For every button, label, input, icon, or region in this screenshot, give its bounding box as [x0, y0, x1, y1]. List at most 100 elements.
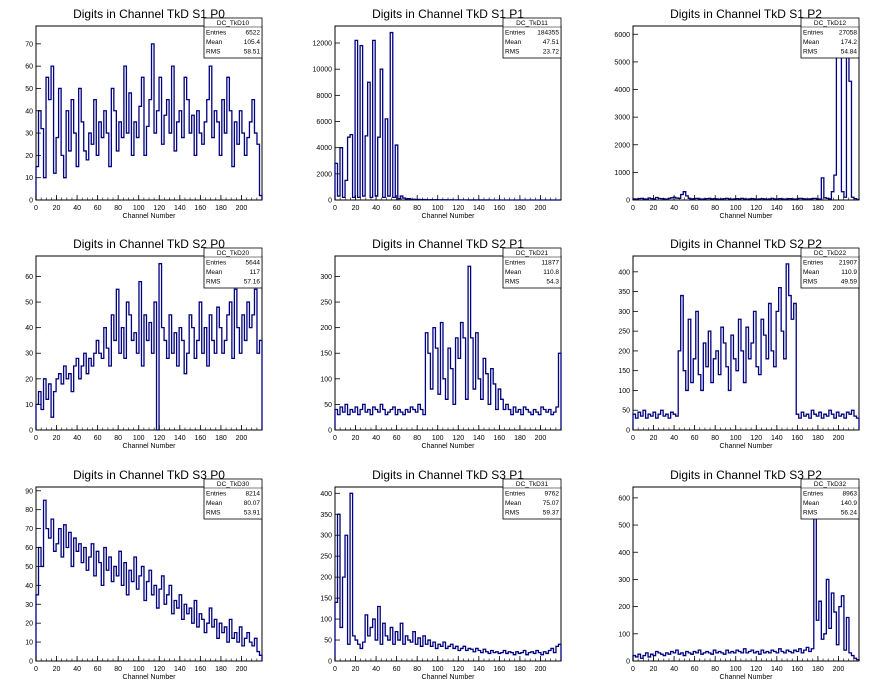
x-tick-label: 20	[650, 435, 658, 442]
x-tick-label: 180	[812, 435, 824, 442]
stats-box: DC_TkD21 Entries 11877 Mean 110.8 RMS 54.3	[502, 247, 562, 289]
stats-name: DC_TkD32	[814, 481, 847, 488]
histogram-panel: Digits in Channel TkD S3 P2 0 20 40 60 80 100 1…	[618, 468, 860, 681]
y-tick-label: 150	[618, 368, 630, 375]
x-tick-label: 100	[730, 666, 742, 673]
y-tick-label: 400	[618, 269, 630, 276]
x-tick-label: 40	[73, 435, 81, 442]
stats-value: 6522	[246, 30, 261, 37]
y-tick-label: 3000	[614, 115, 630, 122]
x-tick-label: 120	[153, 435, 165, 442]
x-tick-label: 180	[514, 435, 526, 442]
histogram-panel: Digits in Channel TkD S3 P1 0 20 40 60 80 100 1…	[320, 468, 562, 681]
stats-label: Entries	[505, 491, 526, 498]
stats-label: Entries	[505, 30, 526, 37]
stats-value: 21907	[839, 260, 857, 267]
x-tick-label: 0	[333, 435, 337, 442]
chart-title: Digits in Channel TkD S3 P1	[372, 468, 524, 482]
y-tick-label: 2000	[316, 171, 332, 178]
stats-value: 8214	[246, 491, 261, 498]
x-tick-label: 160	[792, 205, 804, 212]
x-tick-label: 160	[792, 666, 804, 673]
stats-label: Mean	[206, 500, 223, 507]
x-tick-label: 20	[352, 666, 360, 673]
x-tick-label: 40	[372, 666, 380, 673]
x-axis-label: Channel Number	[123, 674, 177, 681]
x-tick-label: 100	[133, 435, 145, 442]
stats-value: 117	[250, 269, 261, 276]
stats-value: 9762	[545, 491, 560, 498]
y-tick-label: 100	[320, 617, 332, 624]
histogram-series	[35, 499, 263, 661]
x-tick-label: 80	[413, 205, 421, 212]
y-tick-label: 0	[29, 198, 33, 205]
stats-box-frame	[800, 247, 860, 289]
x-tick-label: 200	[236, 666, 248, 673]
x-axis-label: Channel Number	[123, 443, 177, 450]
x-tick-label: 160	[494, 666, 506, 673]
y-tick-label: 12000	[313, 41, 333, 48]
stats-box-frame	[502, 17, 562, 59]
x-tick-label: 140	[174, 205, 186, 212]
y-tick-label: 400	[618, 550, 630, 557]
chart-title: Digits in Channel TkD S1 P1	[372, 7, 524, 21]
y-tick-label: 200	[618, 604, 630, 611]
histogram-series	[35, 43, 263, 200]
stats-label: Mean	[803, 500, 820, 507]
stats-box-frame	[502, 478, 562, 520]
x-tick-label: 100	[730, 205, 742, 212]
x-axis-label: Channel Number	[720, 443, 774, 450]
x-tick-label: 20	[53, 205, 61, 212]
y-tick-label: 60	[25, 64, 33, 71]
y-tick-label: 60	[25, 274, 33, 281]
stats-value: 184355	[537, 30, 559, 37]
x-tick-label: 0	[631, 435, 635, 442]
histogram-series	[632, 497, 860, 661]
stats-value: 23.72	[543, 49, 560, 56]
y-tick-label: 500	[618, 523, 630, 530]
stats-value: 110.9	[841, 269, 857, 276]
chart-title: Digits in Channel TkD S1 P2	[670, 7, 822, 21]
y-tick-label: 150	[320, 596, 332, 603]
x-tick-label: 80	[711, 435, 719, 442]
stats-box: DC_TkD10 Entries 6522 Mean 105.4 RMS 58.51	[203, 17, 263, 59]
x-tick-label: 100	[432, 205, 444, 212]
y-tick-label: 100	[618, 388, 630, 395]
stats-value: 174.2	[841, 39, 858, 46]
x-tick-label: 140	[174, 435, 186, 442]
stats-value: 140.9	[841, 500, 858, 507]
x-tick-label: 160	[195, 205, 207, 212]
chart-title: Digits in Channel TkD S3 P0	[73, 468, 225, 482]
x-tick-label: 200	[236, 205, 248, 212]
y-tick-label: 6000	[316, 119, 332, 126]
histogram-series	[334, 492, 562, 661]
x-tick-label: 20	[650, 205, 658, 212]
stats-value: 47.51	[543, 39, 560, 46]
x-tick-label: 100	[730, 435, 742, 442]
stats-label: RMS	[206, 279, 221, 286]
x-tick-label: 60	[94, 666, 102, 673]
x-tick-label: 0	[333, 666, 337, 673]
y-tick-label: 250	[618, 329, 630, 336]
x-tick-label: 60	[691, 435, 699, 442]
y-tick-label: 600	[618, 495, 630, 502]
stats-name: DC_TkD10	[217, 20, 250, 27]
stats-label: Entries	[206, 491, 227, 498]
y-tick-label: 200	[320, 325, 332, 332]
y-tick-label: 50	[25, 86, 33, 93]
x-tick-label: 120	[452, 435, 464, 442]
stats-value: 5644	[246, 260, 261, 267]
x-tick-label: 120	[750, 435, 762, 442]
stats-name: DC_TkD21	[516, 250, 549, 257]
histogram-panel: Digits in Channel TkD S1 P2 0 20 40 60 80 100 1…	[614, 7, 860, 220]
y-tick-label: 300	[320, 533, 332, 540]
histogram-panel: Digits in Channel TkD S2 P00 20 40 60 80 100 1…	[25, 237, 263, 450]
stats-box: DC_TkD20 Entries 5644 Mean 117 RMS 57.16	[203, 247, 263, 289]
stats-label: Mean	[803, 269, 820, 276]
stats-box: DC_TkD12 Entries 27058 Mean 174.2 RMS 54.84	[800, 17, 860, 59]
x-tick-label: 140	[771, 205, 783, 212]
x-tick-label: 200	[535, 435, 547, 442]
y-tick-label: 0	[328, 198, 332, 205]
y-tick-label: 30	[25, 602, 33, 609]
x-tick-label: 60	[94, 435, 102, 442]
